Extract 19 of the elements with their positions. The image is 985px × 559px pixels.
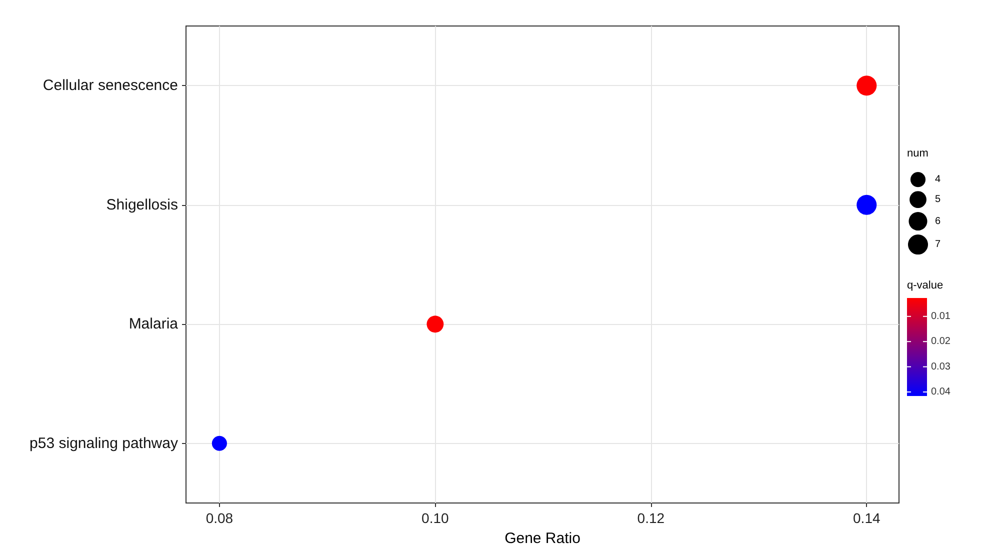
legend-title: num — [907, 148, 928, 160]
color-bar-title: q-value — [907, 280, 944, 292]
x-tick-label: 0.14 — [853, 510, 880, 526]
x-tick-label: 0.12 — [637, 510, 665, 526]
y-tick-label: Malaria — [128, 316, 179, 333]
x-tick-label: 0.08 — [206, 510, 234, 526]
color-bar-label: 0.03 — [931, 361, 951, 372]
legend-label: 6 — [935, 216, 941, 227]
y-tick-label: p53 signaling pathway — [30, 434, 178, 452]
color-bar-label: 0.04 — [931, 386, 951, 398]
color-bar-label: 0.02 — [931, 336, 951, 348]
y-tick-label: Cellular senescence — [42, 77, 178, 94]
color-bar-label: 0.01 — [931, 310, 951, 322]
legend-label: 5 — [935, 194, 941, 206]
y-tick-label: Shigellosis — [106, 196, 178, 214]
legend-label: 4 — [935, 174, 941, 186]
x-tick-label: 0.10 — [422, 510, 450, 526]
x-axis-title: Gene Ratio — [504, 530, 580, 547]
legend-label: 7 — [935, 239, 941, 250]
